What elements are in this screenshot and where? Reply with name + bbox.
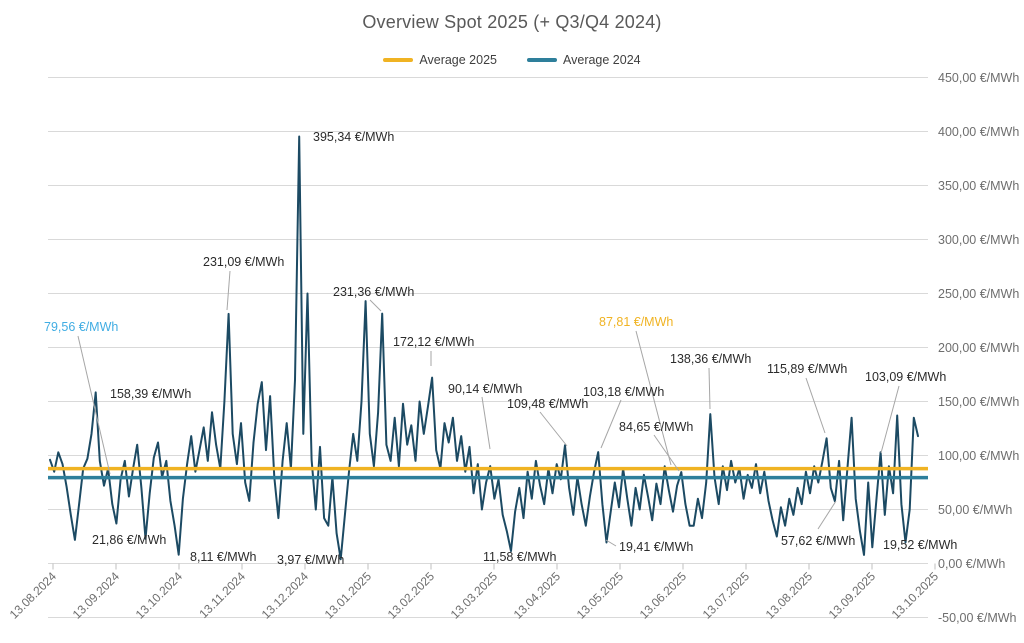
annotation-label: 231,36 €/MWh [333,285,414,299]
annotation-label: 79,56 €/MWh [44,320,118,334]
annotation-label: 231,09 €/MWh [203,255,284,269]
annotation-label: 103,18 €/MWh [583,385,664,399]
chart-legend: Average 2025 Average 2024 [0,53,1024,67]
legend-label-average-2024: Average 2024 [563,53,641,67]
y-axis-label: 400,00 €/MWh [938,125,1019,139]
annotation-label: 109,48 €/MWh [507,397,588,411]
annotation-label: 8,11 €/MWh [190,550,257,564]
annotation-leader [805,377,826,434]
x-axis-label: 13.10.2025 [889,569,942,622]
x-axis-label: 13.02.2025 [385,569,438,622]
annotation-leader [369,299,382,312]
y-axis-label: 100,00 €/MWh [938,449,1019,463]
annotation-label: 115,89 €/MWh [767,362,847,376]
annotation-leader [605,539,617,547]
x-axis-label: 13.04.2025 [511,569,564,622]
y-axis-label: 300,00 €/MWh [938,233,1019,247]
price-series-line [49,135,919,561]
y-axis-label: 350,00 €/MWh [938,179,1019,193]
x-axis-label: 13.06.2025 [637,569,690,622]
chart-title: Overview Spot 2025 (+ Q3/Q4 2024) [362,12,662,32]
annotation-label: 57,62 €/MWh [781,534,855,548]
annotation-label: 84,65 €/MWh [619,420,693,434]
annotation-leader [708,367,711,410]
x-axis-label: 13.01.2025 [322,569,375,622]
x-axis-label: 13.09.2024 [70,569,123,622]
x-axis-label: 13.08.2024 [7,569,60,622]
y-axis-label: 450,00 €/MWh [938,71,1019,85]
y-axis-label: 150,00 €/MWh [938,395,1019,409]
annotation-leader [880,385,900,454]
legend-item-average-2025: Average 2025 [383,53,497,67]
x-axis-label: 13.03.2025 [448,569,501,622]
x-axis-label: 13.11.2024 [196,569,248,621]
annotation-label: 158,39 €/MWh [110,387,191,401]
y-axis-label: -50,00 €/MWh [938,611,1017,625]
annotation-label: 138,36 €/MWh [670,352,751,366]
annotation-leader [653,434,680,472]
annotation-label: 90,14 €/MWh [448,382,522,396]
average-2024-swatch [527,58,557,62]
annotation-leader [481,396,491,450]
annotation-label: 3,97 €/MWh [277,553,344,567]
annotation-leader [817,500,837,530]
legend-label-average-2025: Average 2025 [419,53,497,67]
legend-item-average-2024: Average 2024 [527,53,641,67]
y-axis-label: 250,00 €/MWh [938,287,1019,301]
annotation-leader [635,330,672,466]
x-axis-label: 13.05.2025 [574,569,627,622]
annotation-label: 21,86 €/MWh [92,533,166,547]
annotation-leader [77,335,111,475]
x-axis-label: 13.12.2024 [259,569,312,622]
x-axis-label: 13.07.2025 [700,569,753,622]
annotation-leader [539,411,568,447]
annotation-label: 19,52 €/MWh [883,538,957,552]
annotation-leader [600,399,622,449]
annotation-label: 87,81 €/MWh [599,315,673,329]
x-axis-label: 13.10.2024 [133,569,186,622]
annotation-leader [226,270,231,311]
annotation-label: 172,12 €/MWh [393,335,474,349]
y-axis-label: 200,00 €/MWh [938,341,1019,355]
x-axis-label: 13.09.2025 [826,569,879,622]
y-axis-label: 0,00 €/MWh [938,557,1005,571]
annotation-label: 11,58 €/MWh [483,550,556,564]
y-axis-label: 50,00 €/MWh [938,503,1012,517]
annotation-label: 103,09 €/MWh [865,370,946,384]
average-2025-swatch [383,58,414,62]
annotation-label: 19,41 €/MWh [619,540,693,554]
annotation-label: 395,34 €/MWh [313,130,394,144]
x-axis-label: 13.08.2025 [763,569,816,622]
